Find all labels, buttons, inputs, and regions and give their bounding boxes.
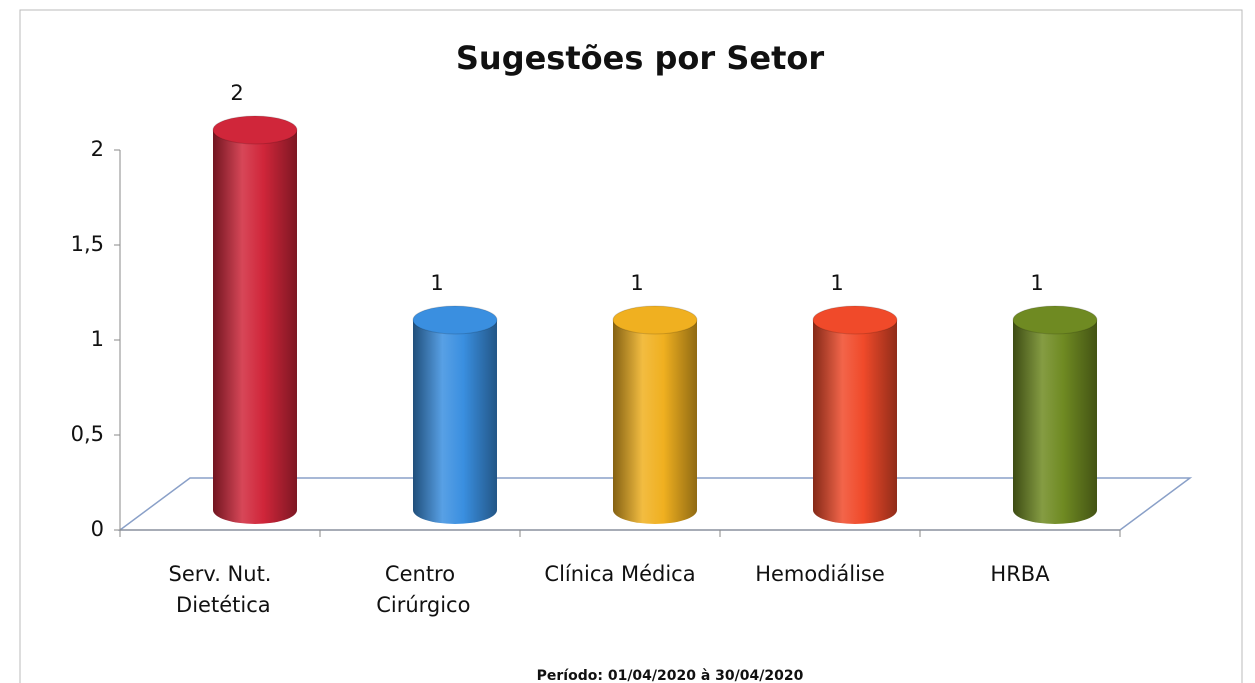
value-label: 1 bbox=[1030, 271, 1043, 295]
value-label: 1 bbox=[630, 271, 643, 295]
value-label: 2 bbox=[230, 81, 243, 105]
x-tick-label: Clínica Médica bbox=[544, 562, 695, 586]
bar bbox=[1013, 320, 1097, 510]
bar-top bbox=[212, 115, 298, 145]
y-tick-label: 0,5 bbox=[71, 422, 104, 446]
chart-title: Sugestões por Setor bbox=[456, 39, 825, 77]
bar bbox=[413, 320, 497, 510]
period-note: Período: 01/04/2020 à 30/04/2020 bbox=[537, 668, 804, 683]
y-tick-label: 0 bbox=[91, 517, 104, 541]
bar bbox=[613, 320, 697, 510]
bar bbox=[213, 130, 297, 510]
bar-top bbox=[812, 305, 898, 335]
value-label: 1 bbox=[830, 271, 843, 295]
value-label: 1 bbox=[430, 271, 443, 295]
x-tick-label: Hemodiálise bbox=[755, 562, 885, 586]
bar-top bbox=[412, 305, 498, 335]
y-tick-label: 1,5 bbox=[71, 232, 104, 256]
y-tick-label: 1 bbox=[91, 327, 104, 351]
bar bbox=[813, 320, 897, 510]
x-tick-label: HRBA bbox=[990, 562, 1050, 586]
x-tick-label: Centro Cirúrgico bbox=[370, 562, 471, 617]
bar-top bbox=[612, 305, 698, 335]
x-tick-label: Serv. Nut. Dietética bbox=[169, 562, 272, 617]
y-tick-label: 2 bbox=[91, 137, 104, 161]
bar-top bbox=[1012, 305, 1098, 335]
